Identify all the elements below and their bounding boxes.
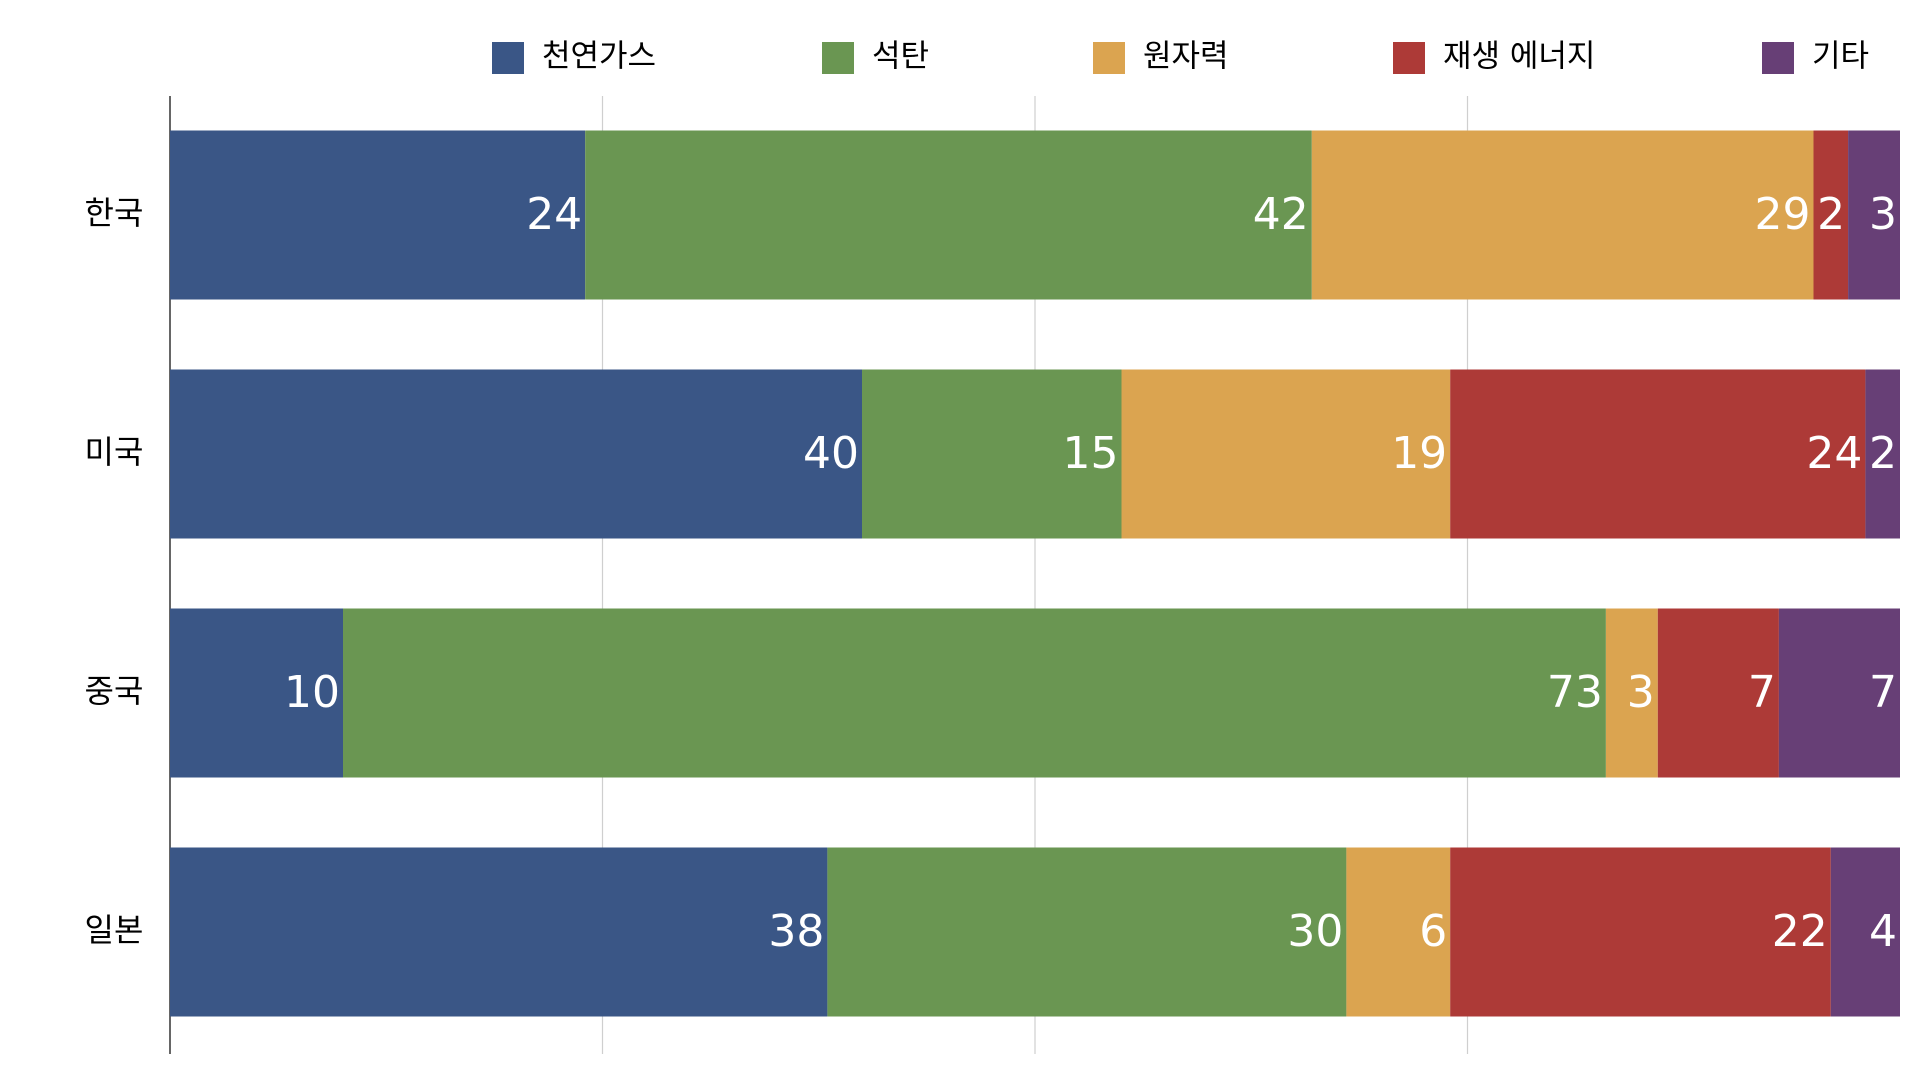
legend-swatch (1393, 42, 1425, 74)
bar-segment (1346, 847, 1451, 1017)
data-label: 73 (1547, 667, 1603, 718)
data-label: 40 (803, 428, 859, 479)
bar-segment (1830, 847, 1900, 1017)
y-tick-label: 한국 (85, 194, 144, 232)
data-label: 6 (1419, 906, 1447, 957)
data-label: 30 (1287, 906, 1343, 957)
y-tick-label: 일본 (85, 911, 144, 949)
legend-swatch (1093, 42, 1125, 74)
bar-segment (170, 608, 343, 778)
legend-label: 원자력 (1143, 39, 1229, 75)
bar-segment (1813, 130, 1849, 300)
data-label: 7 (1748, 667, 1776, 718)
data-label: 7 (1869, 667, 1897, 718)
bar-segment (170, 369, 862, 539)
bar-segment (1865, 369, 1900, 539)
legend-label: 재생 에너지 (1443, 39, 1595, 75)
legend-label: 기타 (1812, 39, 1869, 75)
bar-segment (343, 608, 1606, 778)
data-label: 4 (1869, 906, 1897, 957)
y-tick-label: 중국 (85, 672, 144, 710)
data-label: 22 (1772, 906, 1828, 957)
legend-label: 석탄 (872, 39, 929, 75)
data-label: 19 (1391, 428, 1447, 479)
bar-segment (1311, 130, 1814, 300)
bar-segment (1450, 369, 1866, 539)
legend-swatch (822, 42, 854, 74)
bar-segment (1450, 847, 1831, 1017)
legend-swatch (492, 42, 524, 74)
data-label: 3 (1627, 667, 1655, 718)
bar-segment (862, 369, 1122, 539)
data-label: 2 (1817, 189, 1845, 240)
bar-segment (170, 130, 586, 300)
data-label: 38 (768, 906, 824, 957)
y-tick-label: 미국 (85, 433, 144, 471)
legend-label: 천연가스 (542, 39, 656, 75)
bar-segment (1778, 608, 1900, 778)
bar-segment (1657, 608, 1779, 778)
bar-segment (585, 130, 1312, 300)
bar-segment (1605, 608, 1658, 778)
data-label: 24 (526, 189, 582, 240)
bar-segment (827, 847, 1347, 1017)
data-label: 42 (1253, 189, 1309, 240)
data-label: 2 (1869, 428, 1897, 479)
data-label: 10 (284, 667, 340, 718)
bar-segment (1121, 369, 1451, 539)
legend-swatch (1762, 42, 1794, 74)
bar-segment (1848, 130, 1900, 300)
data-label: 24 (1806, 428, 1862, 479)
data-label: 3 (1869, 189, 1897, 240)
bar-segment (170, 847, 828, 1017)
data-label: 15 (1063, 428, 1119, 479)
data-label: 29 (1755, 189, 1811, 240)
